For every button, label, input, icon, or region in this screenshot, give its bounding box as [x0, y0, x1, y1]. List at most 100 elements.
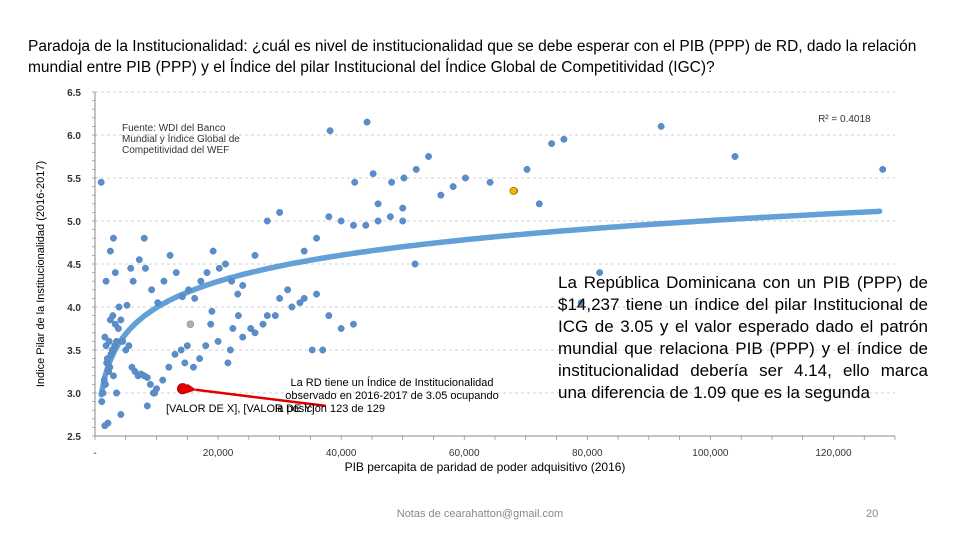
data-point: [143, 402, 151, 410]
data-point: [271, 312, 279, 320]
data-point: [437, 191, 445, 199]
y-tick-label: 4.5: [67, 260, 81, 271]
data-point: [462, 174, 469, 182]
data-point: [251, 251, 259, 259]
data-point: [185, 286, 192, 294]
data-point: [160, 277, 168, 285]
data-point: [288, 303, 296, 311]
r-squared-label: R² = 0.4018: [818, 114, 871, 125]
data-point: [229, 325, 237, 332]
data-point: [879, 165, 887, 173]
grey-point: [186, 320, 195, 328]
data-point: [215, 264, 223, 272]
trendline: [98, 208, 883, 398]
data-point: [202, 342, 210, 350]
data-point: [171, 350, 179, 358]
data-point: [449, 183, 457, 191]
data-point: [177, 346, 185, 354]
data-point: [222, 260, 229, 268]
data-point: [731, 153, 739, 160]
highlight-point: [509, 186, 518, 195]
rd-point: [177, 383, 189, 395]
data-point: [110, 234, 117, 242]
data-point: [146, 380, 154, 388]
x-tick-label: 60,000: [449, 448, 480, 459]
data-point: [425, 153, 432, 160]
data-point: [400, 174, 408, 182]
data-point: [224, 359, 232, 367]
data-point: [351, 178, 359, 186]
data-point: [178, 293, 186, 301]
x-tick-label: -: [93, 448, 96, 459]
data-point: [363, 118, 371, 126]
data-point: [399, 217, 407, 225]
data-point: [523, 165, 531, 173]
data-point: [154, 299, 162, 307]
data-point: [226, 346, 234, 354]
data-point: [140, 234, 148, 242]
data-point: [172, 269, 180, 277]
data-point: [239, 282, 247, 289]
data-point: [369, 170, 377, 178]
data-point: [111, 269, 119, 277]
y-tick-label: 2.5: [67, 432, 81, 443]
data-point: [386, 213, 394, 221]
data-point: [148, 286, 156, 294]
data-point: [119, 337, 127, 345]
data-point: [399, 204, 407, 212]
data-point: [374, 217, 382, 225]
data-point: [101, 333, 109, 341]
data-point: [535, 200, 543, 208]
y-tick-label: 3.0: [67, 389, 81, 400]
data-point: [234, 290, 242, 298]
data-point: [181, 359, 189, 367]
data-point: [151, 389, 159, 397]
data-point: [657, 122, 665, 130]
data-point: [101, 422, 109, 430]
data-point: [239, 333, 247, 341]
rd-annotation: La RD tiene un Índice de Institucionalid…: [275, 376, 499, 415]
data-point: [228, 277, 236, 285]
y-tick-label: 6.0: [67, 131, 81, 142]
data-point: [97, 178, 105, 186]
data-point: [110, 372, 117, 380]
data-point: [350, 320, 357, 328]
data-point: [115, 303, 123, 311]
data-point: [143, 374, 151, 381]
data-point: [142, 264, 149, 272]
data-points: [97, 118, 887, 430]
data-point: [123, 301, 131, 309]
data-point: [325, 312, 333, 320]
data-point: [99, 389, 107, 397]
data-point: [374, 200, 382, 208]
x-tick-label: 100,000: [692, 448, 729, 459]
data-point: [411, 260, 419, 268]
data-point: [113, 337, 120, 345]
data-point: [259, 320, 267, 328]
x-tick-label: 120,000: [815, 448, 852, 459]
data-point: [263, 312, 271, 320]
data-point: [308, 346, 316, 354]
data-point: [337, 217, 345, 225]
data-point: [191, 294, 199, 302]
data-point: [166, 251, 174, 259]
x-tick-label: 20,000: [203, 448, 234, 459]
data-point: [183, 342, 191, 350]
data-point: [300, 247, 308, 255]
rd-value-label: [VALOR DE X], [VALOR DE Y]: [166, 403, 315, 415]
data-point: [313, 234, 320, 242]
data-point: [214, 337, 222, 345]
data-point: [560, 135, 568, 143]
data-point: [325, 213, 333, 221]
chart-text: PIB percapita de paridad de poder adquis…: [35, 114, 871, 474]
data-point: [113, 389, 120, 397]
slide-title: Paradoja de la Institucionalidad: ¿cuál …: [28, 38, 917, 76]
data-point: [127, 264, 135, 272]
data-point: [106, 363, 114, 371]
data-point: [159, 376, 167, 384]
data-point: [548, 140, 556, 148]
data-point: [596, 269, 604, 277]
x-tick-label: 80,000: [572, 448, 603, 459]
y-tick-label: 5.5: [67, 174, 81, 185]
data-point: [196, 355, 204, 363]
